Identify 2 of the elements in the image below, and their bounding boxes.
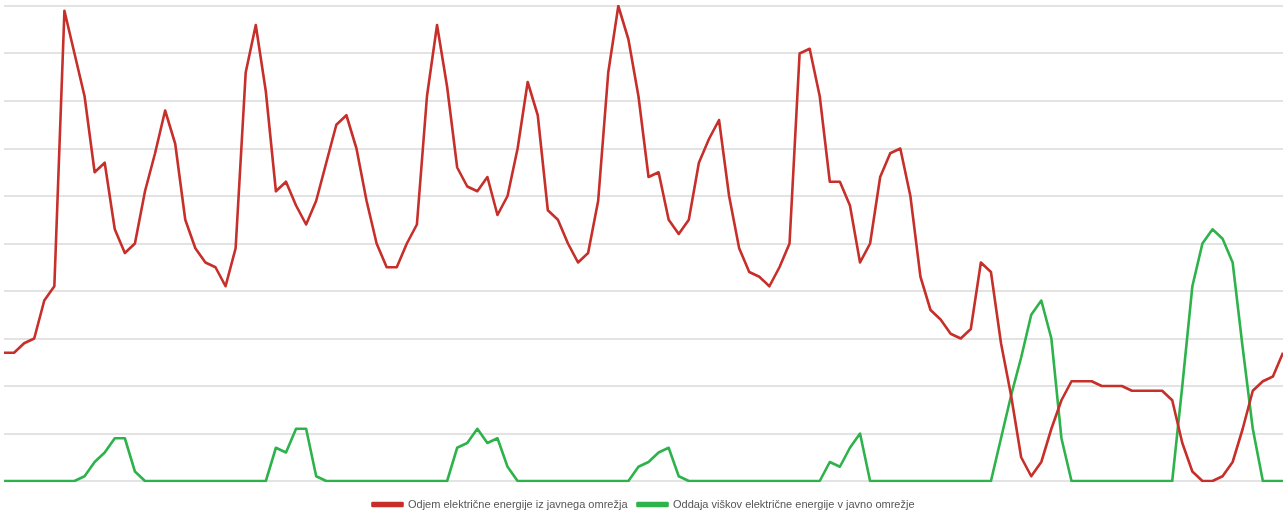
legend-label: Odjem električne energije iz javnega omrežja (408, 497, 629, 510)
legend-label: Oddaja viškov električne energije v javno omrežje (672, 497, 915, 510)
